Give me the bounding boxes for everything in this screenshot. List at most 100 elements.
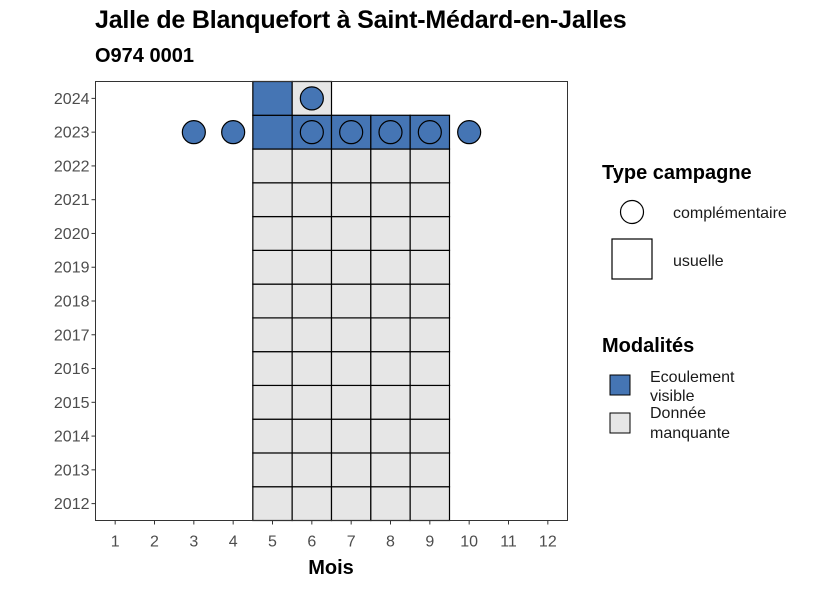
complementaire-point-2024-6: [299, 86, 324, 111]
usuelle-cell-2022-7: [330, 148, 372, 184]
y-tick-label-2012: 2012: [54, 496, 90, 513]
legend-type-campagne: Type campagne complémentaire usuelle: [602, 162, 787, 280]
usuelle-cell-2020-7: [330, 215, 372, 251]
usuelle-cell-2021-7: [330, 182, 372, 218]
usuelle-cell-2017-8: [370, 317, 411, 353]
x-tick-label-9: 9: [425, 534, 434, 551]
complementaire-point-2023-4: [221, 120, 246, 145]
x-axis-title: Mois: [308, 557, 354, 579]
usuelle-cell-2018-9: [409, 283, 451, 319]
usuelle-cell-2015-9: [409, 384, 451, 420]
y-tick-label-2023: 2023: [54, 125, 90, 142]
complementaire-point-2023-10: [457, 120, 482, 145]
usuelle-cell-2014-8: [370, 418, 411, 454]
usuelle-cell-2013-5: [252, 452, 293, 488]
y-tick-label-2018: 2018: [54, 294, 90, 311]
usuelle-cell-2018-8: [370, 283, 411, 319]
y-tick-label-2020: 2020: [54, 226, 90, 243]
legend-manquante-label: Donnée manquante: [650, 405, 730, 442]
usuelle-cell-2014-9: [409, 418, 451, 454]
y-tick-label-2017: 2017: [54, 327, 90, 344]
y-axis: 2012 2013 2014 2015 2016 2017 2018 2019 2020 2021…: [54, 91, 96, 513]
usuelle-cell-2018-5: [252, 283, 293, 319]
usuelle-cell-2019-7: [330, 249, 372, 285]
chart-title: Jalle de Blanquefort à Saint-Médard-en-J…: [95, 6, 627, 34]
usuelle-cell-2019-6: [291, 249, 333, 285]
usuelle-cells-layer: [252, 80, 451, 522]
complementaire-point-2023-7: [339, 120, 364, 145]
usuelle-cell-2023-5: [252, 114, 293, 150]
usuelle-cell-2012-6: [291, 486, 333, 522]
usuelle-cell-2015-6: [291, 384, 333, 420]
y-tick-label-2022: 2022: [54, 158, 90, 175]
legend-modalites-title: Modalités: [602, 335, 694, 357]
x-tick-label-1: 1: [111, 534, 120, 551]
x-tick-label-12: 12: [539, 534, 557, 551]
y-tick-label-2024: 2024: [54, 91, 90, 108]
usuelle-cell-2012-9: [409, 486, 451, 522]
x-tick-label-10: 10: [460, 534, 478, 551]
y-tick-label-2016: 2016: [54, 361, 90, 378]
y-tick-label-2013: 2013: [54, 462, 90, 479]
x-tick-label-6: 6: [307, 534, 316, 551]
usuelle-cell-2020-6: [291, 215, 333, 251]
usuelle-cell-2016-5: [252, 351, 293, 387]
usuelle-cell-2012-7: [330, 486, 372, 522]
legend-modalites: Modalités Ecoulement visible Donnée manq…: [602, 335, 739, 442]
usuelle-cell-2013-8: [370, 452, 411, 488]
usuelle-cell-2014-6: [291, 418, 333, 454]
x-tick-label-4: 4: [229, 534, 238, 551]
legend-usuelle-label: usuelle: [673, 253, 724, 270]
usuelle-cell-2015-5: [252, 384, 293, 420]
legend-complementaire-label: complémentaire: [673, 205, 787, 222]
x-tick-label-3: 3: [189, 534, 198, 551]
legend-circle-key: [619, 199, 645, 225]
usuelle-cell-2013-7: [330, 452, 372, 488]
usuelle-cell-2015-7: [330, 384, 372, 420]
x-tick-label-5: 5: [268, 534, 277, 551]
complementaire-point-2023-6: [299, 120, 324, 145]
usuelle-cell-2017-6: [291, 317, 333, 353]
x-tick-label-2: 2: [150, 534, 159, 551]
usuelle-cell-2013-6: [291, 452, 333, 488]
complementaire-point-2023-3: [181, 120, 206, 145]
usuelle-cell-2022-5: [252, 148, 293, 184]
x-tick-label-8: 8: [386, 534, 395, 551]
usuelle-cell-2020-8: [370, 215, 411, 251]
usuelle-cell-2017-5: [252, 317, 293, 353]
x-tick-label-11: 11: [500, 534, 517, 551]
usuelle-cell-2012-5: [252, 486, 293, 522]
usuelle-cell-2020-5: [252, 215, 293, 251]
usuelle-cell-2015-8: [370, 384, 411, 420]
usuelle-cell-2021-9: [409, 182, 451, 218]
legend-manquante-line-1: Donnée: [650, 405, 706, 422]
y-tick-label-2015: 2015: [54, 395, 90, 412]
chart-subtitle: O974 0001: [95, 45, 194, 67]
usuelle-cell-2016-6: [291, 351, 333, 387]
usuelle-cell-2021-5: [252, 182, 293, 218]
legend-square-key: [611, 238, 653, 280]
usuelle-cell-2021-6: [291, 182, 333, 218]
legend-ecoulement-line-1: Ecoulement: [650, 369, 735, 386]
usuelle-cell-2022-9: [409, 148, 451, 184]
usuelle-cell-2016-9: [409, 351, 451, 387]
usuelle-cell-2016-7: [330, 351, 372, 387]
usuelle-cell-2013-9: [409, 452, 451, 488]
complementaire-point-2023-9: [417, 120, 442, 145]
complementaire-point-2023-8: [378, 120, 403, 145]
usuelle-cell-2024-5: [252, 80, 293, 116]
legend-type-title: Type campagne: [602, 162, 752, 184]
legend-ecoulement-key: [609, 374, 631, 396]
legend-manquante-key: [609, 412, 631, 434]
usuelle-cell-2019-8: [370, 249, 411, 285]
x-axis: 1 2 3 4 5 6 7 8 9 10 11 12: [111, 520, 557, 551]
usuelle-cell-2017-9: [409, 317, 451, 353]
usuelle-cell-2022-8: [370, 148, 411, 184]
usuelle-cell-2018-6: [291, 283, 333, 319]
usuelle-cell-2014-7: [330, 418, 372, 454]
usuelle-cell-2017-7: [330, 317, 372, 353]
x-tick-label-7: 7: [347, 534, 356, 551]
legend-ecoulement-label: Ecoulement visible: [650, 369, 739, 405]
legend-manquante-line-2: manquante: [650, 425, 730, 442]
